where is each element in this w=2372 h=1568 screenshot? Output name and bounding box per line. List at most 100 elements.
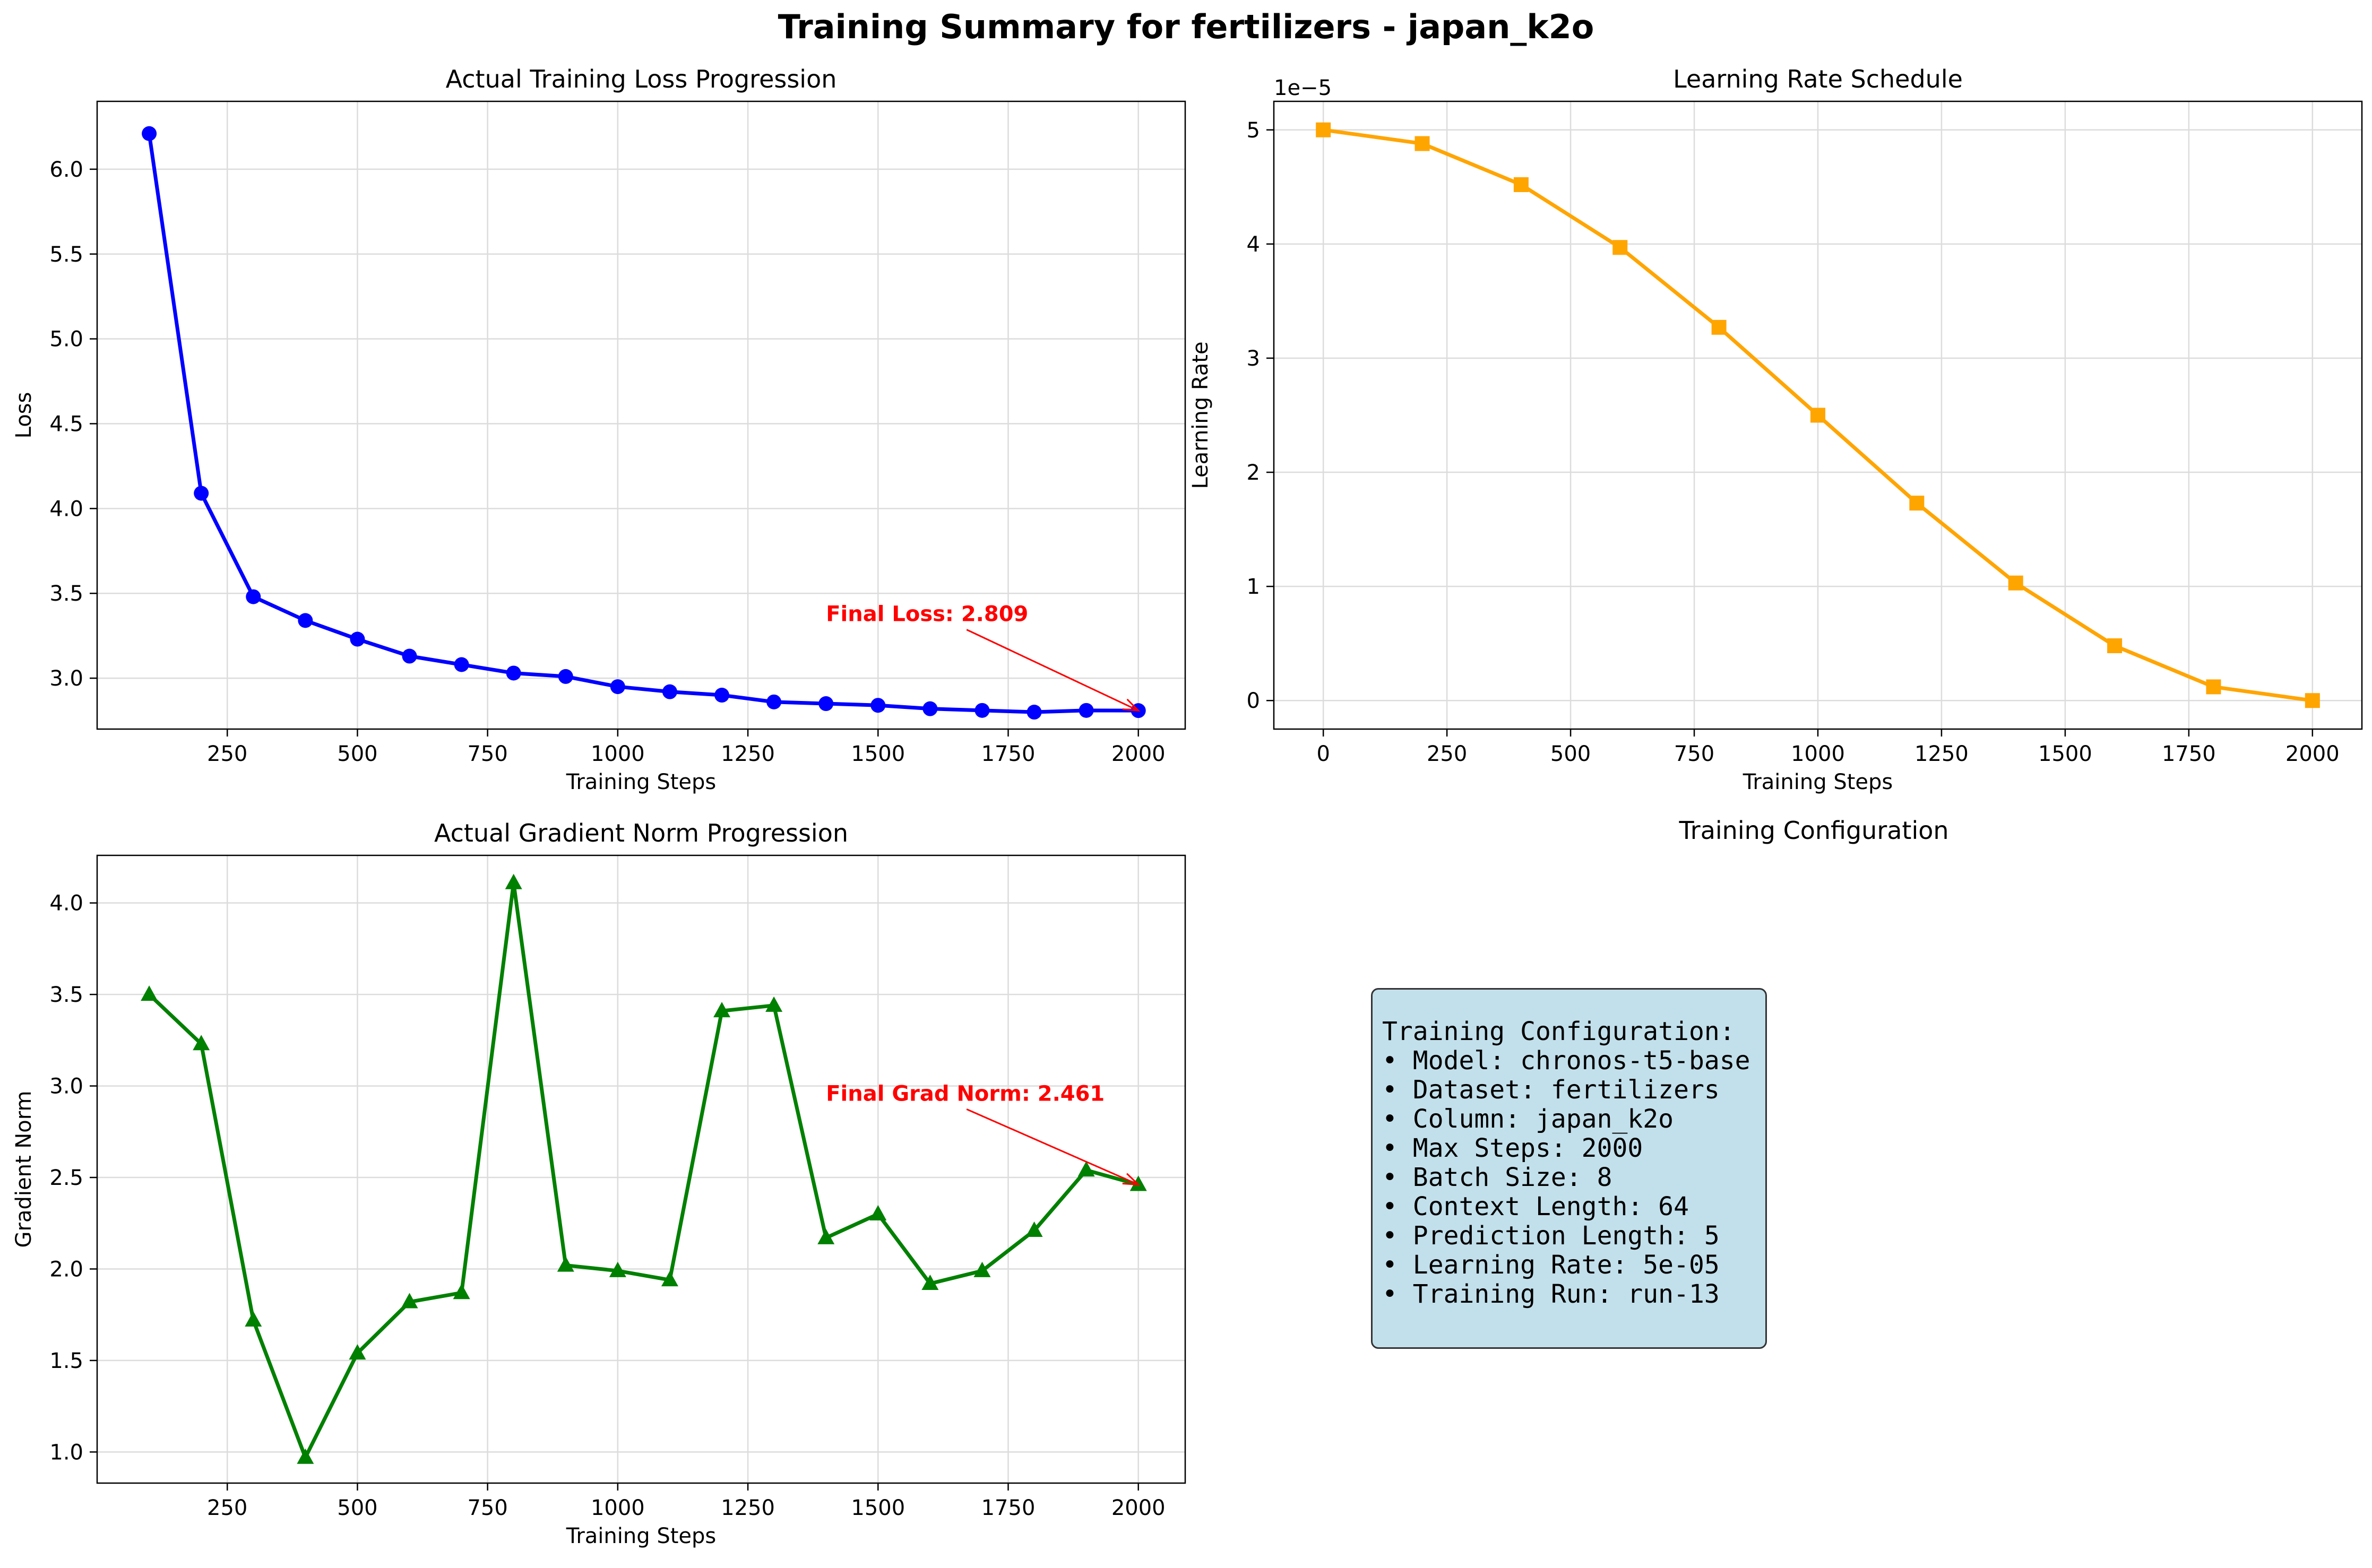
x-tick-label: 750 [467, 1496, 507, 1520]
y-tick-label: 6.0 [49, 158, 83, 182]
config-line: • Context Length: 64 [1382, 1192, 1689, 1222]
y-tick-label: 5.5 [49, 242, 83, 267]
data-point [1711, 319, 1727, 335]
config-box: Training Configuration: • Model: chronos… [1371, 988, 1767, 1349]
x-tick-label: 250 [1427, 742, 1467, 766]
y-tick-label: 5.0 [49, 327, 83, 352]
y-tick-label: 2 [1247, 461, 1260, 485]
x-tick-label: 250 [207, 1496, 247, 1520]
y-tick-label: 4.0 [49, 497, 83, 521]
data-point [142, 126, 157, 141]
x-tick-label: 1250 [1914, 742, 1969, 766]
x-tick-label: 1000 [591, 742, 645, 766]
x-tick-label: 1000 [1791, 742, 1845, 766]
data-point [2107, 638, 2123, 653]
x-tick-label: 1250 [721, 742, 775, 766]
config-line: • Dataset: fertilizers [1382, 1075, 1720, 1105]
data-point [1316, 122, 1331, 137]
data-point [1077, 1161, 1095, 1177]
x-tick-label: 2000 [1111, 742, 1166, 766]
x-tick-label: 500 [337, 742, 377, 766]
y-tick-label: 3.5 [49, 983, 83, 1007]
data-point [1513, 177, 1529, 193]
data-point [713, 1002, 731, 1018]
x-tick-label: 750 [1674, 742, 1714, 766]
axes-frame [1273, 100, 2363, 730]
data-point [2206, 679, 2221, 695]
data-point [609, 1261, 626, 1277]
x-axis-label: Training Steps [1743, 770, 1893, 794]
y-tick-label: 1.0 [49, 1440, 83, 1465]
data-point [973, 1261, 991, 1277]
y-tick-label: 3.0 [49, 666, 83, 691]
data-point [869, 1205, 887, 1220]
data-point [921, 1275, 939, 1290]
config-line: • Prediction Length: 5 [1382, 1221, 1720, 1251]
chart-panel-2: 0 250 500 750 1000 1250 1500 1750 2000 0 1 2 3 4 5 Lear… [1188, 65, 2363, 794]
data-point [1129, 1175, 1147, 1191]
data-point [818, 696, 834, 712]
x-tick-label: 250 [207, 742, 247, 766]
chart-panel-3: 250 500 750 1000 1250 1500 1750 2000 1.0 1.5 2.0 2.… [12, 819, 1186, 1548]
config-line: • Max Steps: 2000 [1382, 1133, 1643, 1163]
y-tick-label: 0 [1247, 689, 1260, 713]
y-tick-label: 1 [1247, 575, 1260, 599]
data-point [662, 684, 677, 699]
data-point [766, 694, 782, 709]
annotation-arrowhead [1122, 698, 1141, 712]
chart-title: Learning Rate Schedule [1673, 65, 1963, 93]
x-tick-label: 1500 [851, 1496, 905, 1520]
x-tick-label: 1500 [2038, 742, 2092, 766]
y-tick-label: 4.0 [49, 891, 83, 916]
y-tick-label: 4.5 [49, 412, 83, 436]
data-point [246, 589, 261, 604]
y-tick-label: 1.5 [49, 1349, 83, 1373]
y-tick-label: 3.0 [49, 1075, 83, 1099]
y-tick-label: 2.5 [49, 1166, 83, 1190]
data-point [558, 669, 573, 684]
x-tick-label: 0 [1316, 742, 1330, 766]
config-line: • Learning Rate: 5e-05 [1382, 1250, 1720, 1280]
x-tick-label: 1750 [981, 1496, 1036, 1520]
x-tick-label: 500 [1550, 742, 1591, 766]
figure-title: Training Summary for fertilizers - japan… [778, 7, 1594, 46]
data-point [245, 1311, 262, 1327]
data-point [2305, 693, 2320, 708]
data-point [298, 613, 313, 628]
data-point [402, 648, 417, 664]
annotation-label: Final Loss: 2.809 [826, 602, 1028, 627]
data-point [557, 1256, 574, 1272]
series-line [148, 881, 1139, 1460]
x-tick-label: 1750 [2162, 742, 2216, 766]
y-tick-label: 3.5 [49, 582, 83, 606]
series-line [147, 133, 1138, 714]
data-point [1079, 703, 1094, 718]
data-point [974, 703, 990, 718]
config-line: • Column: japan_k2o [1382, 1104, 1674, 1134]
config-line: • Batch Size: 8 [1382, 1163, 1612, 1192]
data-point [350, 631, 365, 647]
data-point [661, 1271, 678, 1287]
data-point [453, 1284, 470, 1300]
x-tick-label: 2000 [2285, 742, 2340, 766]
y-tick-label: 4 [1247, 232, 1260, 257]
x-tick-label: 750 [467, 742, 507, 766]
x-tick-label: 1500 [851, 742, 905, 766]
chart-title: Actual Gradient Norm Progression [434, 819, 848, 847]
data-point [1414, 136, 1430, 151]
data-point [505, 873, 522, 889]
x-tick-label: 500 [337, 1496, 377, 1520]
data-point [349, 1344, 366, 1360]
x-tick-label: 2000 [1111, 1496, 1166, 1520]
annotation-arrow [966, 629, 1139, 712]
data-point [765, 996, 783, 1012]
chart-title: Actual Training Loss Progression [446, 65, 837, 93]
config-panel-title: Training Configuration [1679, 816, 1949, 845]
annotation-arrow [966, 1108, 1139, 1185]
annotation-label: Final Grad Norm: 2.461 [826, 1081, 1105, 1106]
annotation-arrowhead [1122, 1173, 1141, 1186]
y-axis-label: Loss [12, 392, 36, 439]
y-tick-label: 3 [1247, 346, 1260, 371]
